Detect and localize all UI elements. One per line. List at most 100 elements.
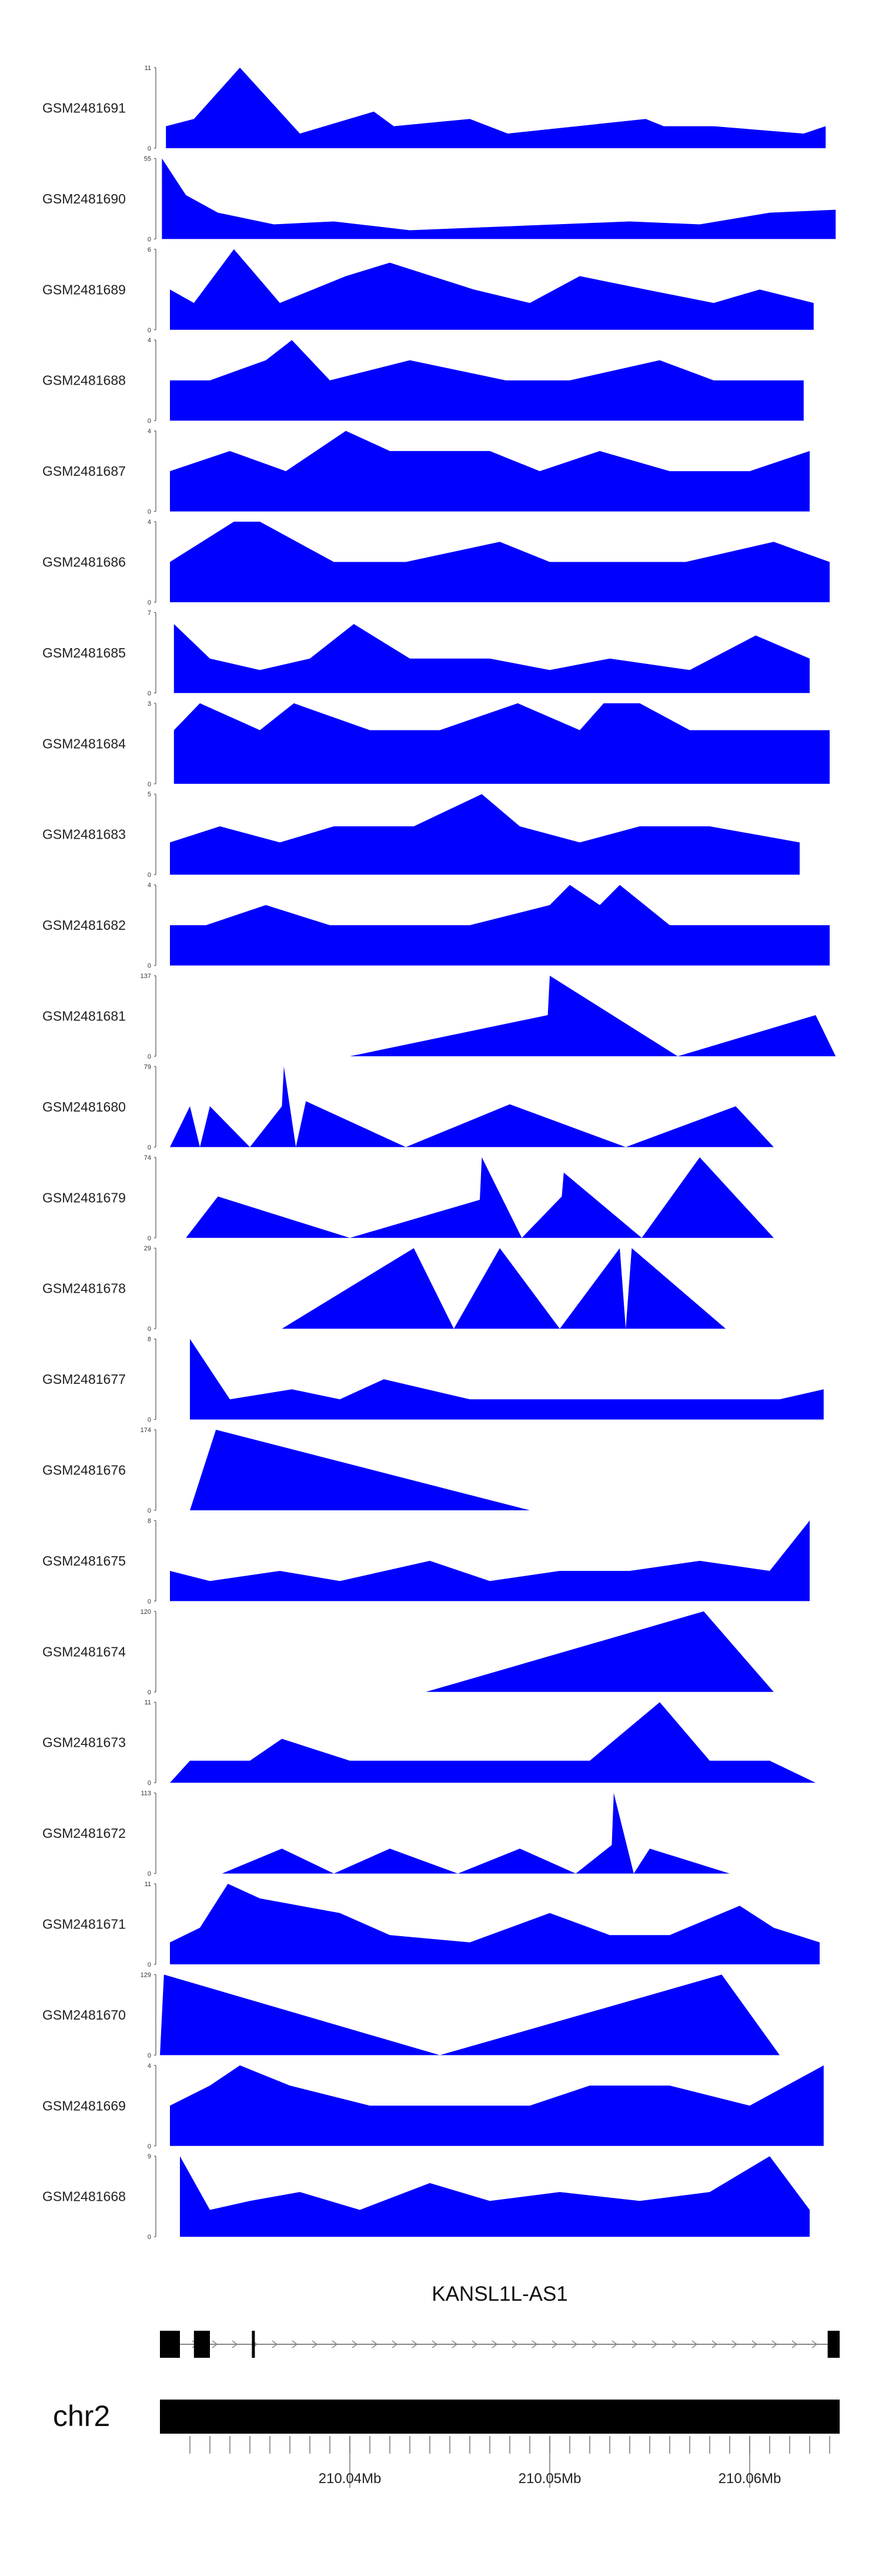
y-max-label: 29: [144, 1245, 151, 1252]
track-GSM2481675: GSM2481675 8 0: [42, 1517, 810, 1605]
track-GSM2481687: GSM2481687 4 0: [42, 428, 810, 516]
y-min-label: 0: [148, 145, 151, 152]
track-GSM2481672: GSM2481672 113 0: [42, 1790, 730, 1878]
coverage-area-GSM2481671: [170, 1884, 820, 1964]
strand-arrow-icon: [512, 2340, 518, 2348]
strand-arrow-icon: [771, 2340, 778, 2348]
gene-name: KANSL1L-AS1: [432, 2283, 568, 2305]
track-GSM2481670: GSM2481670 129 0: [42, 1971, 780, 2059]
y-min-label: 0: [148, 872, 151, 879]
coverage-area-GSM2481678: [282, 1248, 726, 1329]
y-min-label: 0: [148, 781, 151, 788]
strand-arrow-icon: [592, 2340, 598, 2348]
track-GSM2481686: GSM2481686 4 0: [42, 519, 830, 606]
y-max-label: 4: [148, 882, 151, 889]
coverage-area-GSM2481670: [160, 1974, 780, 2056]
y-min-label: 0: [148, 1053, 151, 1060]
y-min-label: 0: [148, 1235, 151, 1242]
y-max-label: 9: [148, 2153, 151, 2160]
y-max-label: 4: [148, 428, 151, 435]
track-GSM2481681: GSM2481681 137 0: [42, 973, 836, 1060]
track-GSM2481678: GSM2481678 29 0: [42, 1245, 726, 1333]
track-label: GSM2481689: [42, 282, 126, 297]
track-label: GSM2481684: [42, 736, 126, 751]
track-GSM2481676: GSM2481676 174 0: [42, 1427, 530, 1514]
gene-track: KANSL1L-AS1: [160, 2283, 840, 2358]
axis-tick-label: 210.05Mb: [519, 2471, 582, 2487]
coverage-area-GSM2481691: [166, 68, 826, 148]
y-min-label: 0: [148, 327, 151, 334]
ideogram-track: chr2 210.04Mb 210.05Mb 210.06Mb: [53, 2400, 840, 2488]
y-min-label: 0: [148, 2234, 151, 2241]
track-GSM2481679: GSM2481679 74 0: [42, 1154, 774, 1242]
track-label: GSM2481672: [42, 1826, 126, 1841]
strand-arrow-icon: [412, 2340, 418, 2348]
axis-tick-label: 210.06Mb: [719, 2471, 781, 2487]
coverage-area-GSM2481686: [170, 522, 830, 602]
y-max-label: 11: [145, 1699, 151, 1706]
strand-arrow-icon: [691, 2340, 698, 2348]
strand-arrow-icon: [671, 2340, 678, 2348]
track-label: GSM2481674: [42, 1644, 126, 1659]
track-GSM2481689: GSM2481689 6 0: [42, 246, 814, 334]
y-min-label: 0: [148, 1326, 151, 1333]
y-max-label: 11: [145, 65, 151, 72]
track-label: GSM2481673: [42, 1735, 126, 1750]
strand-arrow-icon: [332, 2340, 338, 2348]
track-label: GSM2481675: [42, 1553, 126, 1569]
strand-arrow-icon: [212, 2340, 218, 2348]
y-max-label: 3: [148, 700, 151, 708]
coverage-area-GSM2481674: [426, 1611, 774, 1692]
track-GSM2481685: GSM2481685 7 0: [42, 609, 810, 697]
y-max-label: 137: [141, 973, 151, 980]
strand-arrow-icon: [552, 2340, 558, 2348]
y-max-label: 79: [144, 1063, 151, 1070]
y-min-label: 0: [148, 599, 151, 606]
track-GSM2481688: GSM2481688 4 0: [42, 337, 804, 425]
y-min-label: 0: [148, 1961, 151, 1968]
track-GSM2481683: GSM2481683 5 0: [42, 791, 800, 879]
chromosome-band: [160, 2400, 840, 2434]
strand-arrow-icon: [731, 2340, 738, 2348]
coverage-area-GSM2481677: [190, 1339, 824, 1420]
track-label: GSM2481677: [42, 1372, 126, 1387]
y-max-label: 4: [148, 519, 151, 526]
coverage-area-GSM2481682: [170, 885, 830, 966]
y-min-label: 0: [148, 690, 151, 697]
y-max-label: 6: [148, 246, 151, 253]
strand-arrow-icon: [452, 2340, 458, 2348]
y-min-label: 0: [148, 1780, 151, 1787]
strand-arrow-icon: [272, 2340, 278, 2348]
strand-arrow-icon: [811, 2340, 818, 2348]
y-min-label: 0: [148, 1689, 151, 1696]
track-label: GSM2481685: [42, 645, 126, 660]
coverage-area-GSM2481668: [180, 2156, 810, 2237]
track-label: GSM2481670: [42, 2007, 126, 2023]
strand-arrow-icon: [532, 2340, 538, 2348]
coverage-area-GSM2481675: [170, 1520, 810, 1601]
y-min-label: 0: [148, 1507, 151, 1514]
y-min-label: 0: [148, 1598, 151, 1605]
coverage-area-GSM2481679: [186, 1157, 774, 1238]
y-min-label: 0: [148, 1417, 151, 1424]
strand-arrow-icon: [352, 2340, 358, 2348]
track-label: GSM2481682: [42, 917, 126, 933]
coverage-area-GSM2481681: [350, 976, 836, 1056]
y-min-label: 0: [148, 2143, 151, 2150]
track-label: GSM2481680: [42, 1099, 126, 1115]
coverage-tracks: GSM2481691110GSM2481690550GSM248168960GS…: [42, 65, 836, 2241]
strand-arrow-icon: [392, 2340, 398, 2348]
y-max-label: 113: [141, 1790, 151, 1797]
track-GSM2481677: GSM2481677 8 0: [42, 1336, 824, 1424]
strand-arrow-icon: [751, 2340, 758, 2348]
y-max-label: 174: [141, 1427, 151, 1434]
track-GSM2481690: GSM2481690 55 0: [42, 155, 836, 243]
track-GSM2481684: GSM2481684 3 0: [42, 700, 830, 788]
y-min-label: 0: [148, 236, 151, 243]
strand-arrow-icon: [612, 2340, 618, 2348]
track-label: GSM2481681: [42, 1009, 126, 1024]
y-min-label: 0: [148, 509, 151, 516]
coverage-area-GSM2481680: [170, 1066, 774, 1147]
strand-arrow-icon: [791, 2340, 798, 2348]
